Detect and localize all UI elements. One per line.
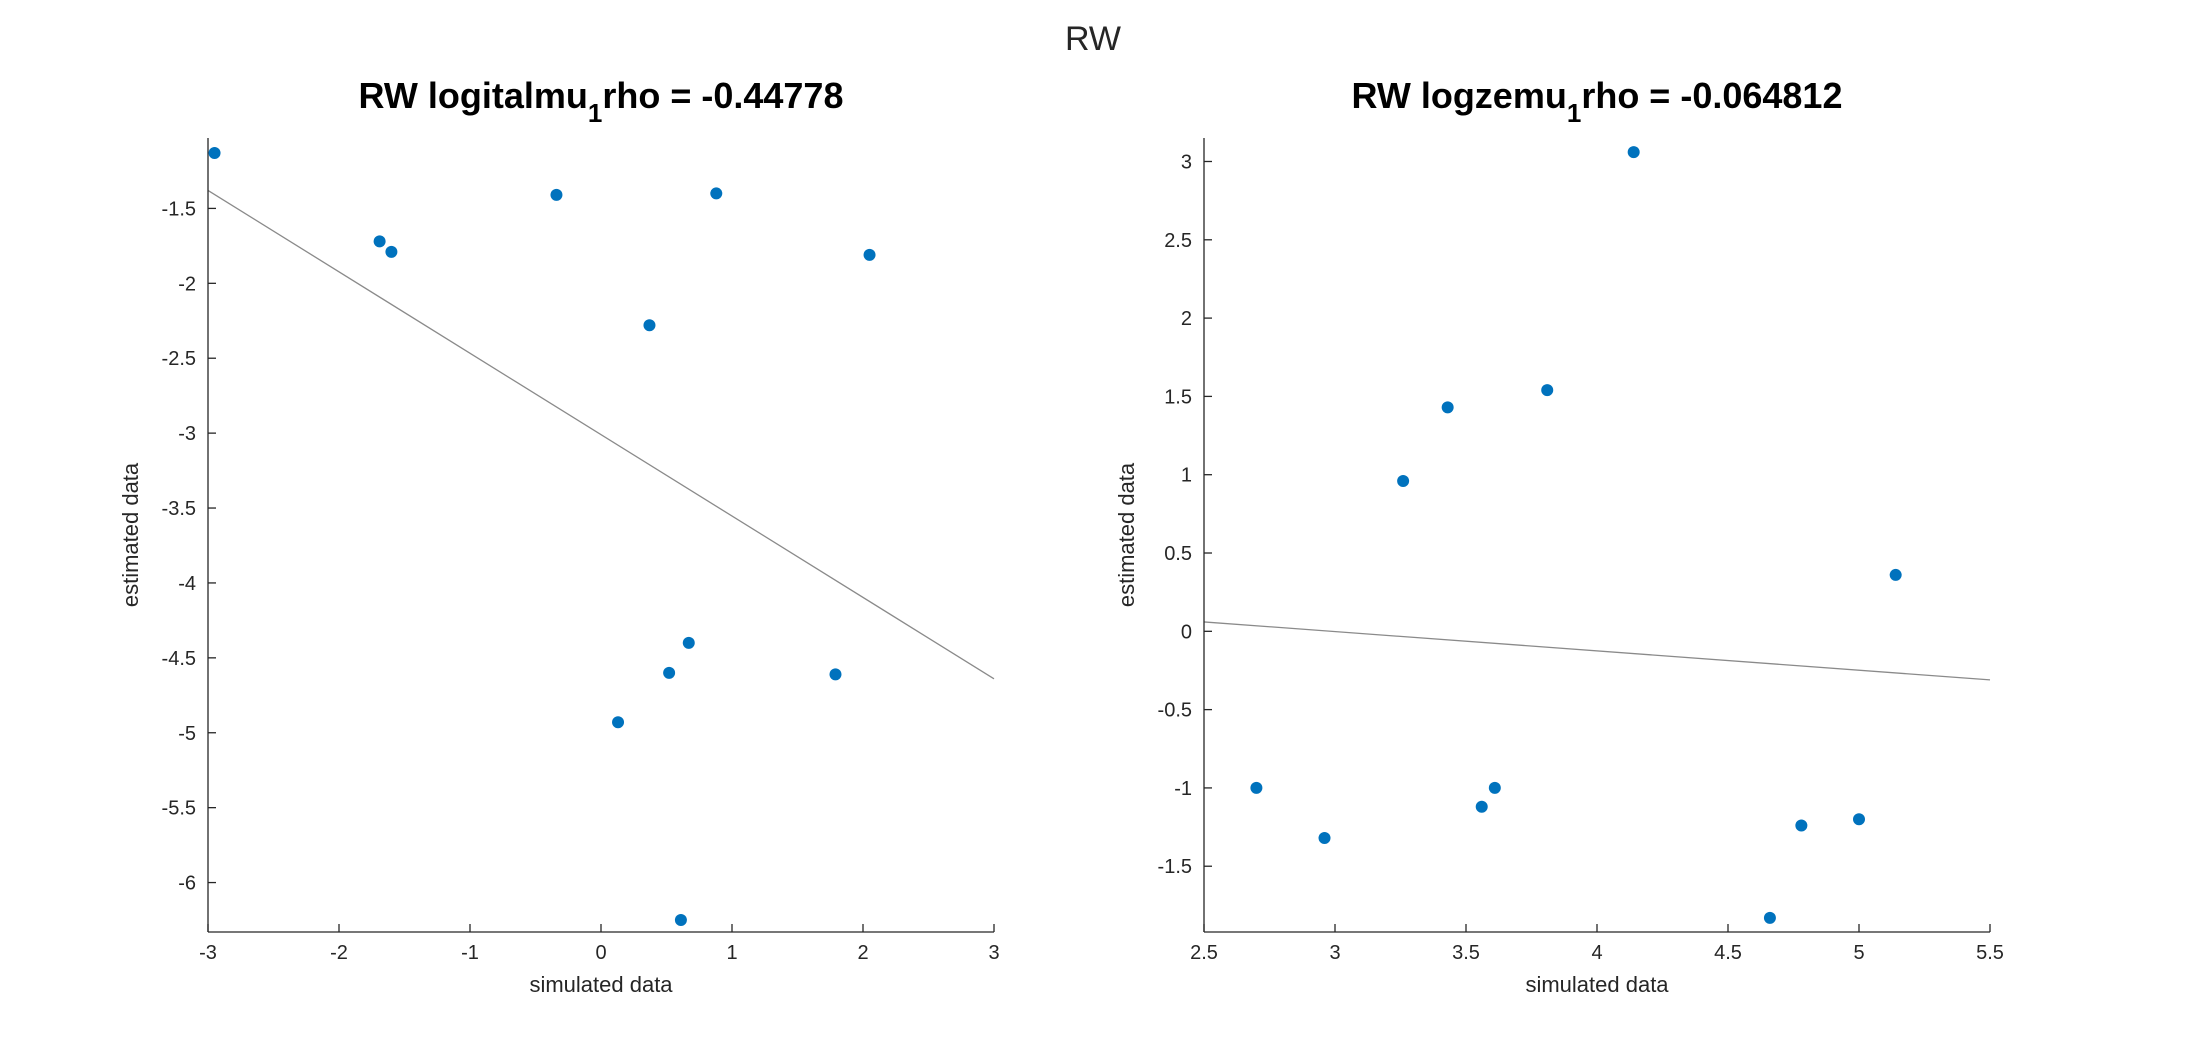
x-tick-label: -2 bbox=[330, 942, 348, 964]
data-point bbox=[1250, 781, 1263, 794]
y-tick-label: 0 bbox=[1181, 621, 1192, 643]
y-tick-label: 3 bbox=[1181, 151, 1192, 173]
x-tick-label: 3 bbox=[988, 942, 999, 964]
x-tick-label: 0 bbox=[595, 942, 606, 964]
plot-title-subscript: 1 bbox=[588, 98, 602, 128]
data-point bbox=[643, 319, 656, 332]
data-point bbox=[663, 666, 676, 679]
y-tick-label: -3 bbox=[178, 423, 196, 445]
data-point bbox=[710, 187, 723, 200]
data-point bbox=[1488, 781, 1501, 794]
data-point bbox=[674, 914, 687, 927]
y-tick-label: -3.5 bbox=[162, 498, 196, 520]
data-point bbox=[1853, 813, 1865, 826]
plot-title-rest: rho = -0.064812 bbox=[1581, 75, 1842, 116]
data-point bbox=[1475, 800, 1488, 813]
y-tick-label: -2.5 bbox=[162, 348, 196, 370]
subplot-left: RW logitalmu1rho = -0.44778-3 -2 -1 0 1 2 3-1.… bbox=[118, 75, 1000, 997]
plot-title-subscript: 1 bbox=[1567, 98, 1581, 128]
fit-line bbox=[207, 189, 995, 680]
y-tick-label: -2 bbox=[178, 273, 196, 295]
data-point bbox=[1441, 401, 1454, 414]
x-axis-label: simulated data bbox=[529, 972, 673, 997]
y-tick-label: 2.5 bbox=[1164, 230, 1192, 252]
data-point bbox=[1397, 474, 1410, 487]
plot-title-main: RW logzemu bbox=[1352, 75, 1567, 116]
x-tick-label: 5.5 bbox=[1976, 942, 2004, 964]
data-point bbox=[550, 188, 563, 201]
y-tick-label: -5 bbox=[178, 723, 196, 745]
data-point bbox=[1541, 384, 1554, 397]
x-tick-label: 5 bbox=[1853, 942, 1864, 964]
x-tick-label: 1 bbox=[726, 942, 737, 964]
data-point bbox=[1763, 911, 1776, 924]
figure-title: RW bbox=[1065, 20, 1121, 58]
x-tick-label: 4 bbox=[1591, 942, 1602, 964]
y-axis-label: estimated data bbox=[1114, 462, 1139, 607]
plot-title: RW logitalmu1rho = -0.44778 bbox=[359, 75, 844, 128]
y-tick-label: -5.5 bbox=[162, 798, 196, 820]
data-point bbox=[385, 245, 398, 258]
fit-line bbox=[1203, 621, 1991, 681]
x-tick-label: 3 bbox=[1329, 942, 1340, 964]
y-tick-label: -6 bbox=[178, 873, 196, 895]
data-point bbox=[1318, 832, 1331, 845]
data-point bbox=[1795, 819, 1808, 832]
y-tick-label: 1.5 bbox=[1164, 386, 1192, 408]
y-tick-label: -1 bbox=[1174, 778, 1192, 800]
plot-title: RW logzemu1rho = -0.064812 bbox=[1352, 75, 1843, 128]
data-point bbox=[208, 146, 221, 159]
y-tick-label: -4 bbox=[178, 573, 196, 595]
data-point bbox=[682, 636, 695, 649]
x-axis-label: simulated data bbox=[1525, 972, 1669, 997]
y-tick-label: -1.5 bbox=[1158, 856, 1192, 878]
data-point bbox=[1889, 568, 1902, 581]
x-tick-label: 2 bbox=[857, 942, 868, 964]
data-point bbox=[863, 248, 876, 261]
x-tick-label: 3.5 bbox=[1452, 942, 1480, 964]
y-tick-label: 2 bbox=[1181, 308, 1192, 330]
plot-title-main: RW logitalmu bbox=[359, 75, 588, 116]
y-tick-label: 1 bbox=[1181, 465, 1192, 487]
data-point bbox=[829, 668, 842, 681]
y-tick-label: -0.5 bbox=[1158, 700, 1192, 722]
data-point bbox=[373, 235, 386, 248]
y-tick-label: -1.5 bbox=[162, 198, 196, 220]
x-tick-label: -1 bbox=[461, 942, 479, 964]
y-tick-label: -4.5 bbox=[162, 648, 196, 670]
x-tick-label: 4.5 bbox=[1714, 942, 1742, 964]
y-tick-label: 0.5 bbox=[1164, 543, 1192, 565]
x-tick-label: 2.5 bbox=[1190, 942, 1218, 964]
x-tick-label: -3 bbox=[199, 942, 217, 964]
plot-title-rest: rho = -0.44778 bbox=[602, 75, 843, 116]
data-point bbox=[1627, 146, 1640, 159]
y-axis-label: estimated data bbox=[118, 462, 143, 607]
data-point bbox=[612, 716, 625, 729]
